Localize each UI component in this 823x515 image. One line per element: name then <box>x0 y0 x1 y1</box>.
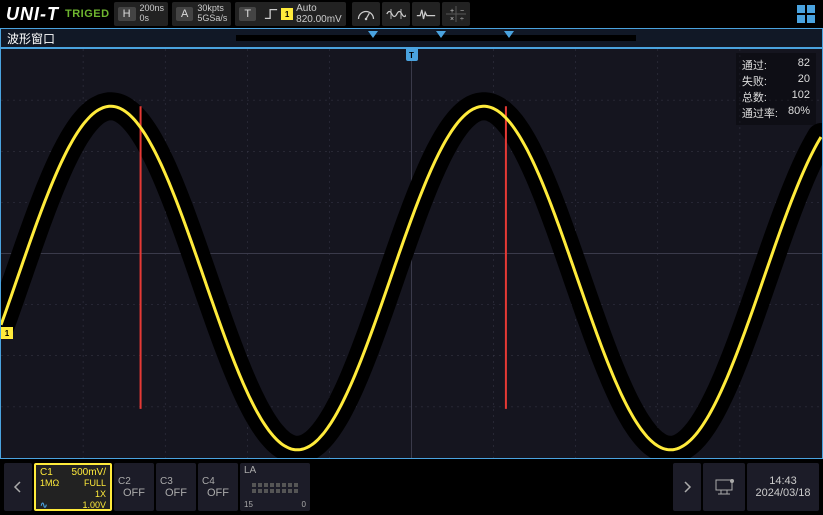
next-button[interactable] <box>673 463 701 511</box>
c2-id: C2 <box>114 476 131 487</box>
prev-button[interactable] <box>4 463 32 511</box>
stat-rate-label: 通过率: <box>742 105 778 121</box>
stat-pass-label: 通过: <box>742 57 767 73</box>
c1-coupling-icon: ∿ <box>40 500 48 511</box>
svg-text:÷: ÷ <box>460 16 464 22</box>
c4-state: OFF <box>207 487 229 499</box>
la-hi: 0 <box>302 500 306 509</box>
c1-offset: 1.00V <box>82 500 106 511</box>
c1-id: C1 <box>40 467 53 478</box>
brand-logo: UNI-T <box>0 4 63 25</box>
channel-c2-box[interactable]: C2 OFF <box>114 463 154 511</box>
passfail-stats: 通过: 82 失败: 20 总数: 102 通过率: 80% <box>736 53 816 125</box>
c3-state: OFF <box>165 487 187 499</box>
la-dots <box>244 476 306 500</box>
overview-strip[interactable] <box>236 35 636 41</box>
svg-text:×: × <box>450 16 454 22</box>
wave-icon-button[interactable] <box>382 2 410 26</box>
stat-rate: 80% <box>788 105 810 121</box>
wave-icon <box>386 6 406 22</box>
monitor-icon <box>713 478 735 496</box>
remote-button[interactable] <box>703 463 745 511</box>
la-lo: 15 <box>244 500 253 509</box>
edge-icon <box>264 7 278 21</box>
date-text: 2024/03/18 <box>755 487 810 499</box>
stat-total-label: 总数: <box>742 89 767 105</box>
pulse-icon <box>416 6 436 22</box>
stat-fail: 20 <box>798 73 810 89</box>
window-titlebar: 波形窗口 <box>0 28 823 48</box>
channel-c1-box[interactable]: C1 500mV/ 1MΩ FULL 1X ∿ 1.00V <box>34 463 112 511</box>
trigger-mode: Auto <box>296 3 342 14</box>
trigger-level: 820.00mV <box>296 14 342 25</box>
gauge-icon-button[interactable] <box>352 2 380 26</box>
stat-pass: 82 <box>798 57 810 73</box>
bottom-bar: C1 500mV/ 1MΩ FULL 1X ∿ 1.00V C2 OFF C3 OFF… <box>0 459 823 515</box>
c2-state: OFF <box>123 487 145 499</box>
apps-grid-icon[interactable] <box>797 5 815 23</box>
trigger-marker-top[interactable]: T <box>406 49 418 61</box>
chevron-left-icon <box>12 481 24 493</box>
trigger-source-box: 1 <box>281 8 293 20</box>
c1-scale: 500mV/ <box>72 467 106 478</box>
trigger-status: TRIGED <box>65 8 110 20</box>
waveform-canvas <box>1 49 822 458</box>
c1-impedance: 1MΩ <box>40 478 59 489</box>
time-text: 14:43 <box>769 475 797 487</box>
la-id: LA <box>244 465 306 476</box>
channel-c3-box[interactable]: C3 OFF <box>156 463 196 511</box>
timebase-key: H <box>118 7 136 21</box>
trigger-key: T <box>239 7 256 21</box>
waveform-area[interactable]: T 1 通过: 82 失败: 20 总数: 102 通过率: 80% <box>0 48 823 459</box>
trigger-group[interactable]: T 1 Auto 820.00mV <box>235 2 345 26</box>
window-title: 波形窗口 <box>7 30 55 47</box>
c4-id: C4 <box>198 476 215 487</box>
stat-fail-label: 失败: <box>742 73 767 89</box>
la-box[interactable]: LA 15 0 <box>240 463 310 511</box>
math-grid-icon: +− ×÷ <box>446 6 466 22</box>
top-bar: UNI-T TRIGED H 200ns 0s A 30kpts 5GSa/s … <box>0 0 823 28</box>
c1-probe: 1X <box>95 489 106 500</box>
acquisition-key: A <box>176 7 193 21</box>
pulse-icon-button[interactable] <box>412 2 440 26</box>
chevron-right-icon <box>681 481 693 493</box>
timebase-group[interactable]: H 200ns 0s <box>114 2 168 26</box>
acquisition-group[interactable]: A 30kpts 5GSa/s <box>172 2 231 26</box>
c1-bw: FULL <box>84 478 106 489</box>
gauge-icon <box>356 6 376 22</box>
channel-c4-box[interactable]: C4 OFF <box>198 463 238 511</box>
datetime-box[interactable]: 14:43 2024/03/18 <box>747 463 819 511</box>
c3-id: C3 <box>156 476 173 487</box>
math-icon-button[interactable]: +− ×÷ <box>442 2 470 26</box>
timebase-offset: 0s <box>140 14 165 24</box>
acq-rate: 5GSa/s <box>197 14 227 24</box>
stat-total: 102 <box>792 89 810 105</box>
ch1-ground-marker[interactable]: 1 <box>1 327 13 339</box>
